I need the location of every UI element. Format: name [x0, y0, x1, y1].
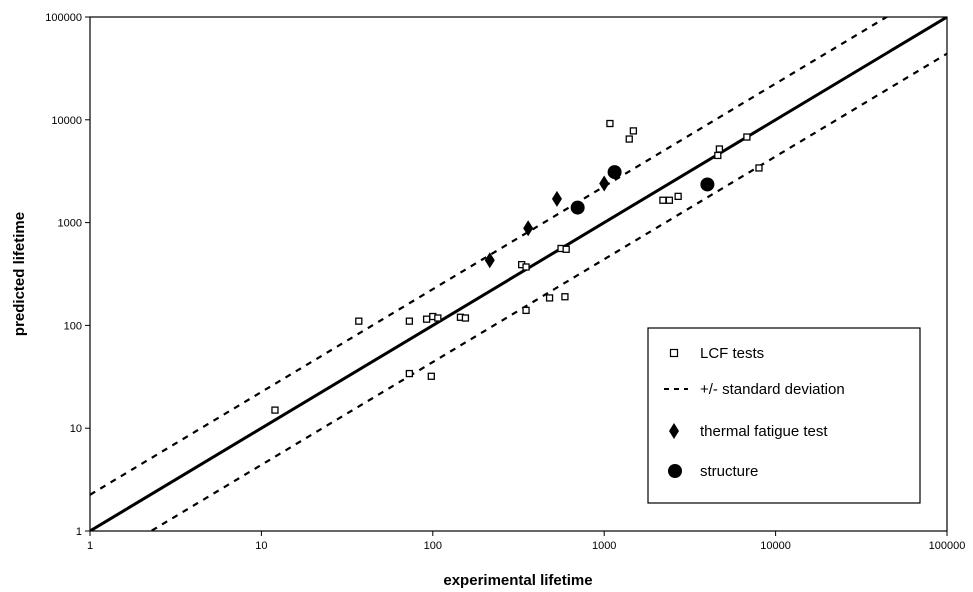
lcf-test-point [427, 372, 435, 380]
lcf-test-point [674, 192, 682, 201]
legend-label-thermal: thermal fatigue test [700, 423, 828, 440]
thermal-fatigue-point [523, 220, 534, 237]
legend-square-marker [669, 348, 679, 358]
lcf-test-point [659, 196, 667, 204]
y-tick-label: 1000 [58, 218, 82, 230]
legend-box [647, 327, 921, 504]
x-tick-label: 100000 [929, 540, 966, 552]
legend-label-lcf: LCF tests [700, 345, 764, 362]
x-tick-label: 100 [424, 540, 442, 552]
x-tick-label: 1 [87, 540, 93, 552]
lcf-test-point [715, 145, 724, 153]
y-axis-title: predicted lifetime [11, 212, 28, 336]
lcf-test-point [461, 314, 470, 322]
y-tick-label: 100000 [45, 12, 82, 24]
lcf-test-point [755, 164, 763, 172]
lcf-test-point [665, 196, 674, 204]
lcf-test-point [714, 151, 722, 160]
y-tick-label: 10000 [51, 115, 82, 127]
lcf-test-point [743, 133, 751, 141]
lcf-test-point [522, 263, 530, 271]
legend: LCF tests +/- standard deviation thermal… [647, 327, 921, 504]
x-tick-label: 10 [255, 540, 267, 552]
structure-point [607, 165, 622, 180]
x-axis-title: experimental lifetime [443, 572, 592, 589]
x-tick-label: 10000 [760, 540, 791, 552]
lcf-test-point [562, 245, 570, 253]
lcf-test-point [405, 317, 414, 325]
structure-point [570, 200, 585, 215]
legend-label-structure: structure [700, 463, 758, 480]
legend-diamond-marker [669, 423, 679, 439]
y-tick-label: 10 [70, 423, 82, 435]
y-tick-label: 100 [64, 320, 82, 332]
lcf-test-point [422, 315, 431, 323]
lcf-test-point [522, 306, 530, 315]
reference-line [90, 17, 947, 531]
thermal-fatigue-point [484, 252, 495, 269]
lcf-test-point [561, 293, 569, 301]
lcf-test-point [355, 317, 363, 325]
legend-circle-marker [668, 464, 682, 478]
upper-std-line [90, 17, 889, 496]
y-tick-label: 1 [76, 526, 82, 538]
legend-label-std: +/- standard deviation [700, 381, 845, 398]
lcf-test-point [271, 406, 279, 414]
x-tick-label: 1000 [592, 540, 616, 552]
structure-point [700, 177, 715, 192]
thermal-fatigue-point [599, 175, 610, 192]
lcf-test-point [629, 127, 638, 135]
lcf-test-point [545, 294, 554, 302]
lcf-test-point [434, 314, 442, 322]
lcf-test-point [606, 119, 614, 128]
lcf-test-point [405, 369, 414, 378]
lcf-test-point [625, 135, 633, 143]
lower-std-line [148, 52, 947, 531]
thermal-fatigue-point [551, 190, 562, 207]
